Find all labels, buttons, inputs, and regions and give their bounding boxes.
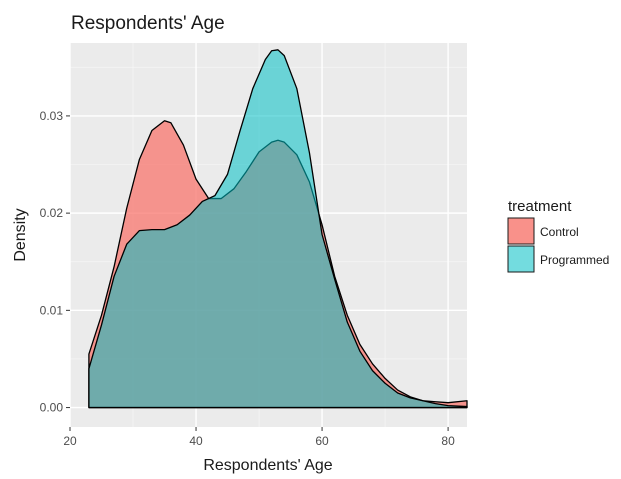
chart-title: Respondents' Age	[71, 13, 225, 34]
axes: 20 40 60 80 0.00 0.01 0.02 0.03	[40, 109, 455, 448]
x-tick-label: 20	[63, 434, 77, 448]
legend-key-control	[507, 217, 535, 245]
density-area-programmed	[88, 49, 468, 409]
x-tick-label: 60	[315, 434, 329, 448]
y-tick-label: 0.03	[40, 109, 64, 123]
x-tick-label: 80	[441, 434, 455, 448]
y-tick-label: 0.00	[40, 401, 64, 415]
legend-label-programmed: Programmed	[540, 253, 609, 267]
legend-title: treatment	[508, 198, 572, 215]
y-tick-label: 0.02	[40, 206, 64, 220]
legend-label-control: Control	[540, 225, 579, 239]
x-tick-label: 40	[189, 434, 203, 448]
legend-key-programmed	[507, 245, 535, 273]
density-areas	[88, 49, 468, 409]
y-tick-label: 0.01	[40, 303, 64, 317]
legend: treatment Control Programmed	[507, 198, 609, 273]
y-axis-label: Density	[12, 208, 29, 261]
x-axis-label: Respondents' Age	[203, 457, 332, 474]
